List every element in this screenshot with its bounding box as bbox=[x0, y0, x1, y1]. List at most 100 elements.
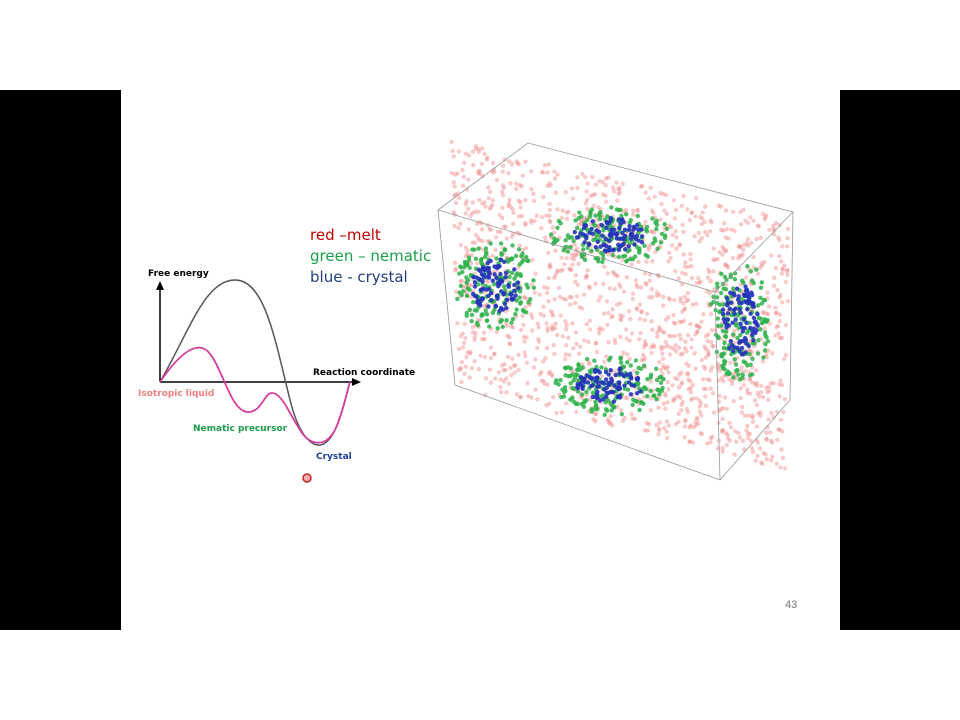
melt-particle bbox=[492, 351, 497, 356]
melt-particle bbox=[720, 449, 725, 454]
melt-particle bbox=[749, 445, 755, 451]
melt-particle bbox=[768, 438, 774, 444]
melt-particle bbox=[693, 332, 698, 337]
melt-particle bbox=[573, 330, 579, 335]
melt-particle bbox=[529, 186, 534, 192]
melt-particle bbox=[688, 390, 694, 395]
crystal-particle bbox=[620, 217, 625, 222]
melt-particle bbox=[536, 325, 541, 330]
nematic-particle bbox=[655, 387, 660, 392]
melt-particle bbox=[725, 436, 731, 441]
melt-particle bbox=[698, 401, 704, 406]
nematic-particle bbox=[658, 240, 664, 245]
box-wireframe bbox=[437, 142, 794, 481]
melt-particle bbox=[480, 238, 485, 244]
melt-particle bbox=[529, 169, 534, 174]
melt-particle bbox=[643, 342, 649, 348]
melt-particle bbox=[596, 331, 602, 336]
melt-particle bbox=[660, 356, 666, 362]
crystal-particle bbox=[744, 320, 749, 326]
melt-particle bbox=[754, 236, 759, 242]
melt-particle bbox=[511, 210, 516, 216]
melt-particle bbox=[762, 325, 767, 331]
melt-particle bbox=[542, 235, 548, 240]
melt-particle bbox=[593, 411, 598, 417]
melt-particle bbox=[559, 215, 565, 221]
crystal-particle bbox=[738, 310, 743, 315]
melt-particle bbox=[539, 378, 544, 383]
melt-particle bbox=[548, 183, 553, 188]
crystal-particle bbox=[629, 231, 634, 237]
melt-particle bbox=[778, 465, 783, 470]
melt-particle bbox=[482, 304, 487, 309]
melt-particle bbox=[596, 298, 601, 303]
melt-particle bbox=[768, 430, 773, 435]
melt-particle bbox=[785, 272, 790, 277]
melt-particle bbox=[617, 189, 623, 195]
melt-particle bbox=[756, 224, 762, 229]
melt-particle bbox=[518, 327, 524, 333]
box-edge bbox=[454, 384, 721, 481]
nematic-particle bbox=[570, 372, 575, 377]
melt-particle bbox=[529, 218, 534, 223]
melt-particle bbox=[586, 284, 592, 289]
melt-particle bbox=[734, 439, 739, 444]
melt-particle bbox=[533, 387, 538, 392]
melt-particle bbox=[682, 264, 688, 269]
nematic-particle bbox=[654, 377, 660, 383]
crystal-particle bbox=[502, 259, 507, 264]
nematic-particle bbox=[739, 296, 744, 302]
melt-particle bbox=[612, 337, 617, 342]
melt-particle bbox=[566, 335, 571, 340]
melt-particle bbox=[612, 286, 617, 292]
nematic-particle bbox=[567, 235, 572, 240]
crystal-particle bbox=[745, 291, 751, 296]
melt-particle bbox=[629, 331, 635, 336]
melt-particle bbox=[487, 189, 493, 195]
isotropic-label: Isotropic liquid bbox=[138, 389, 214, 399]
melt-particle bbox=[469, 283, 474, 288]
melt-particle bbox=[483, 204, 488, 209]
melt-particle bbox=[642, 356, 648, 361]
melt-particle bbox=[692, 234, 697, 239]
crystal-particle bbox=[510, 297, 515, 302]
melt-particle bbox=[701, 364, 707, 369]
melt-particle bbox=[681, 318, 687, 323]
crystal-particle bbox=[590, 219, 595, 224]
melt-particle bbox=[667, 352, 673, 357]
crystal-particle bbox=[751, 304, 757, 309]
melt-particle bbox=[551, 394, 556, 400]
crystal-particle bbox=[603, 236, 609, 242]
nematic-particle bbox=[711, 299, 716, 305]
nematic-particle bbox=[722, 362, 727, 367]
nematic-particle bbox=[759, 280, 765, 285]
nematic-particle bbox=[748, 269, 754, 274]
melt-particle bbox=[564, 322, 569, 328]
nematic-particle bbox=[654, 226, 659, 232]
melt-particle bbox=[774, 409, 780, 415]
crystal-particle bbox=[755, 311, 760, 317]
crystal-particle bbox=[504, 305, 509, 311]
crystal-particle bbox=[580, 384, 585, 389]
melt-particle bbox=[547, 181, 552, 186]
melt-particle bbox=[544, 345, 550, 351]
melt-particle bbox=[777, 253, 782, 259]
melt-particle bbox=[507, 341, 512, 346]
nematic-particle bbox=[732, 357, 737, 362]
crystal-particle bbox=[607, 238, 612, 243]
melt-particle bbox=[657, 359, 662, 365]
melt-particle bbox=[725, 265, 731, 270]
nematic-particle bbox=[627, 256, 633, 262]
melt-particle bbox=[616, 186, 621, 192]
melt-particle bbox=[697, 404, 702, 409]
nematic-particle bbox=[718, 290, 724, 296]
melt-particle bbox=[509, 372, 514, 378]
melt-particle bbox=[480, 201, 485, 206]
melt-particle bbox=[465, 206, 471, 211]
crystal-particle bbox=[728, 339, 734, 344]
melt-particle bbox=[732, 429, 738, 434]
nematic-particle bbox=[623, 212, 629, 217]
melt-particle bbox=[500, 163, 506, 168]
melt-particle bbox=[703, 204, 708, 209]
melt-particle bbox=[719, 227, 724, 233]
